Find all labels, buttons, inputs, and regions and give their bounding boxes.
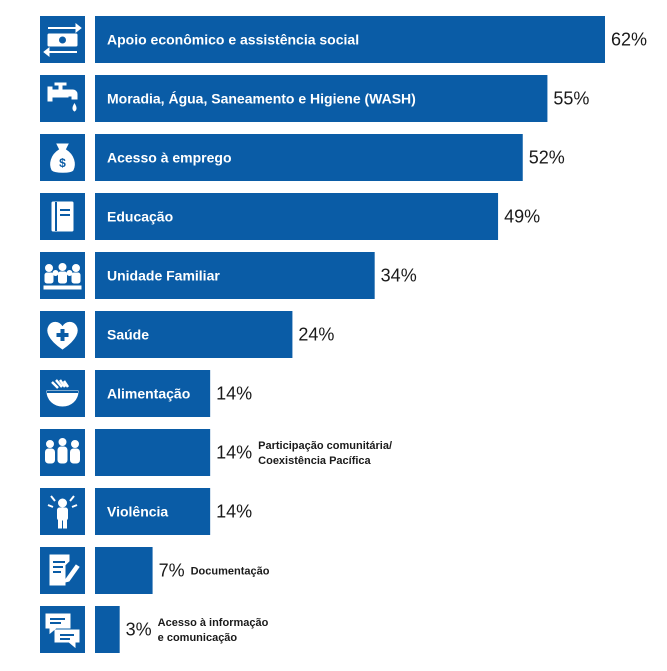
bar-row: 3% Acesso à informação e comunicação — [40, 606, 269, 653]
speech-bubble-icon — [40, 606, 85, 653]
category-label-line: Participação comunitária/ — [258, 440, 392, 452]
food-bowl-icon — [40, 370, 85, 417]
bar-row: 24% Saúde — [40, 311, 334, 358]
bar — [95, 488, 211, 535]
bar — [95, 16, 605, 63]
category-label: Unidade Familiar — [107, 268, 220, 284]
bar — [95, 429, 211, 476]
bar — [95, 75, 548, 122]
category-label: Alimentação — [107, 386, 190, 402]
bar-row: $52% Acesso à emprego — [40, 134, 565, 181]
category-label: Moradia, Água, Saneamento e Higiene (WAS… — [107, 91, 416, 107]
family-icon — [40, 252, 85, 299]
bar — [95, 193, 499, 240]
bar-row: 14% Alimentação — [40, 370, 252, 417]
category-label: Violência — [107, 504, 168, 520]
bar-row: 14% Participação comunitária/Coexistência… — [40, 429, 392, 476]
heart-plus-icon — [40, 311, 85, 358]
bar-row: 55% Moradia, Água, Saneamento e Higiene (… — [40, 75, 589, 122]
bar — [95, 134, 523, 181]
value-label: 14% — [216, 502, 252, 522]
svg-text:$: $ — [59, 156, 66, 170]
document-icon — [40, 547, 85, 594]
value-label: 14% — [216, 384, 252, 404]
category-label: Acesso à emprego — [107, 150, 232, 166]
value-label: 14% — [216, 443, 252, 463]
violence-icon — [40, 488, 85, 535]
value-label: 62% — [611, 30, 647, 50]
category-label-line: Documentação — [191, 566, 270, 578]
bar-row: 14% Violência — [40, 488, 252, 535]
community-icon — [40, 429, 85, 476]
water-tap-icon — [40, 75, 85, 122]
bar — [95, 606, 120, 653]
category-label: Saúde — [107, 327, 149, 343]
value-label: 7% — [159, 561, 185, 581]
category-label: Acesso à informação e comunicação — [158, 617, 269, 644]
category-label: Apoio econômico e assistência social — [107, 32, 359, 48]
category-label-line: Coexistência Pacífica — [258, 455, 371, 467]
bar-row: 49% Educação — [40, 193, 540, 240]
bar — [95, 547, 153, 594]
category-label: Educação — [107, 209, 173, 225]
value-label: 24% — [298, 325, 334, 345]
value-label: 55% — [553, 89, 589, 109]
bar — [95, 311, 293, 358]
value-label: 34% — [381, 266, 417, 286]
money-transfer-icon — [40, 16, 85, 63]
icon-box — [40, 75, 85, 122]
money-bag-icon: $ — [40, 134, 85, 181]
category-label-line: Acesso à informação — [158, 617, 269, 629]
category-label-line: e comunicação — [158, 632, 238, 644]
value-label: 49% — [504, 207, 540, 227]
bar — [95, 370, 211, 417]
book-icon — [40, 193, 85, 240]
bar-row: 62% Apoio econômico e assistência social — [40, 16, 647, 63]
bar-row: 7% Documentação — [40, 547, 270, 594]
value-label: 52% — [529, 148, 565, 168]
bar — [95, 252, 375, 299]
value-label: 3% — [126, 620, 152, 640]
category-label: Participação comunitária/Coexistência Pa… — [258, 440, 392, 467]
bar-row: 34% Unidade Familiar — [40, 252, 417, 299]
category-label: Documentação — [191, 566, 270, 578]
